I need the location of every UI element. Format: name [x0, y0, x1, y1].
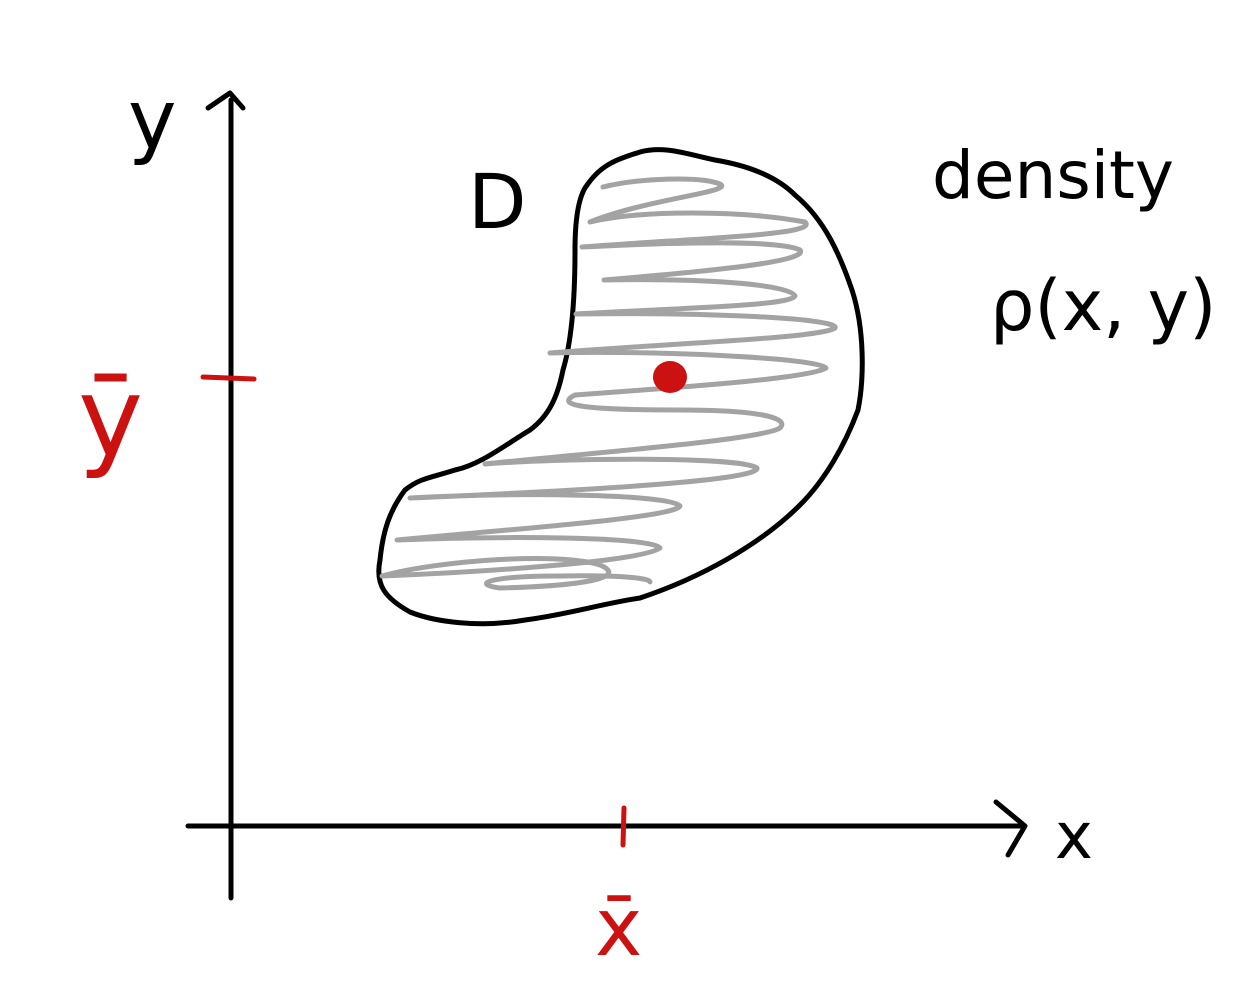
density-function: ρ(x, y) — [990, 265, 1216, 347]
x-bar-label: x̄ — [595, 881, 642, 974]
density-shading — [379, 176, 838, 591]
region-label: D — [468, 157, 527, 246]
y-axis-label: y — [128, 73, 177, 168]
y-bar-tick — [200, 374, 257, 382]
y-axis — [205, 90, 246, 901]
y-bar-label: ȳ — [78, 353, 143, 481]
x-bar-tick — [620, 805, 627, 848]
density-word: density — [932, 137, 1174, 214]
region-d-outline — [376, 147, 865, 627]
x-axis — [185, 799, 1028, 858]
x-axis-label: x — [1055, 800, 1093, 874]
centroid-dot — [653, 361, 687, 393]
